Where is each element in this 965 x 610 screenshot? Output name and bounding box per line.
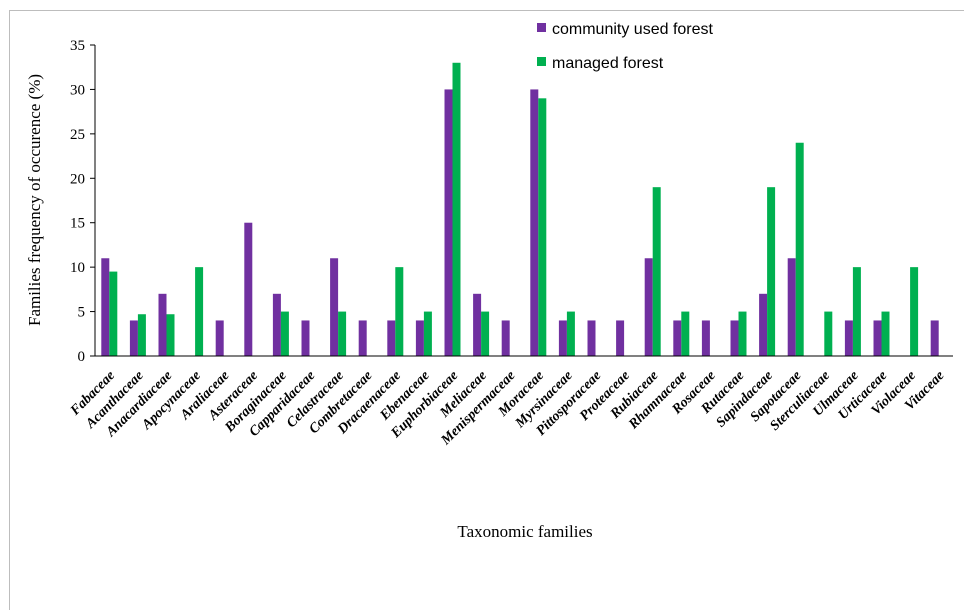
bar-community-used-forest [215, 320, 224, 356]
chart-frame [9, 10, 964, 610]
bar-managed-forest [681, 311, 690, 356]
bar-managed-forest [824, 311, 833, 356]
bar-managed-forest [109, 271, 118, 356]
legend-swatch-managed-forest [537, 57, 546, 66]
bar-community-used-forest [616, 320, 625, 356]
legend-swatch-community-used-forest [537, 23, 546, 32]
y-axis-ticks: 0 5 10 15 20 25 30 35 [70, 38, 95, 365]
bar-community-used-forest [787, 258, 796, 356]
y-tick-label: 15 [70, 216, 85, 232]
y-tick-label: 0 [78, 349, 86, 365]
bar-community-used-forest [673, 320, 682, 356]
bar-managed-forest [566, 311, 575, 356]
y-axis-title: Families frequency of occurence (%) [25, 74, 44, 326]
bar-community-used-forest [873, 320, 882, 356]
bar-community-used-forest [415, 320, 424, 356]
bar-community-used-forest [558, 320, 567, 356]
bar-managed-forest [395, 267, 404, 356]
bar-managed-forest [767, 187, 776, 356]
axes [94, 45, 953, 357]
bar-community-used-forest [473, 293, 482, 356]
bar-community-used-forest [301, 320, 310, 356]
bar-community-used-forest [930, 320, 939, 356]
bar-community-used-forest [358, 320, 367, 356]
legend-label-managed-forest: managed forest [552, 55, 664, 72]
legend-label-community-used-forest: community used forest [552, 21, 714, 38]
bar-managed-forest [538, 98, 547, 357]
bar-community-used-forest [701, 320, 710, 356]
y-tick-label: 30 [70, 82, 85, 98]
bar-managed-forest [481, 311, 490, 356]
bar-community-used-forest [530, 89, 539, 356]
bar-community-used-forest [330, 258, 339, 356]
bar-managed-forest [280, 311, 289, 356]
y-tick-label: 35 [70, 38, 85, 54]
bar-managed-forest [652, 187, 661, 356]
bar-managed-forest [881, 311, 890, 356]
bar-managed-forest [423, 311, 432, 356]
bar-managed-forest [338, 311, 347, 356]
bar-managed-forest [910, 267, 919, 356]
bar-community-used-forest [587, 320, 596, 356]
bar-community-used-forest [129, 320, 138, 356]
bar-community-used-forest [244, 222, 253, 356]
bars [101, 62, 939, 357]
bar-managed-forest [452, 62, 461, 357]
y-tick-label: 5 [78, 305, 86, 321]
bar-community-used-forest [101, 258, 110, 356]
bar-community-used-forest [444, 89, 453, 356]
x-axis-category-labels: FabaceaeAcanthaceaeAnacardiaceaeApocynac… [67, 368, 947, 449]
bar-community-used-forest [272, 293, 281, 356]
x-axis-title: Taxonomic families [457, 522, 592, 541]
legend: community used forest managed forest [537, 21, 714, 72]
bar-community-used-forest [501, 320, 510, 356]
bar-managed-forest [137, 314, 146, 356]
bar-managed-forest [738, 311, 747, 356]
bar-managed-forest [166, 314, 175, 356]
bar-managed-forest [195, 267, 204, 356]
y-tick-label: 20 [70, 171, 85, 187]
y-tick-label: 25 [70, 127, 85, 143]
bar-community-used-forest [730, 320, 739, 356]
bar-community-used-forest [844, 320, 853, 356]
bar-community-used-forest [644, 258, 653, 356]
bar-managed-forest [795, 142, 804, 356]
bar-community-used-forest [759, 293, 768, 356]
bar-community-used-forest [387, 320, 396, 356]
y-tick-label: 10 [70, 260, 85, 276]
bar-managed-forest [852, 267, 861, 356]
bar-community-used-forest [158, 293, 167, 356]
